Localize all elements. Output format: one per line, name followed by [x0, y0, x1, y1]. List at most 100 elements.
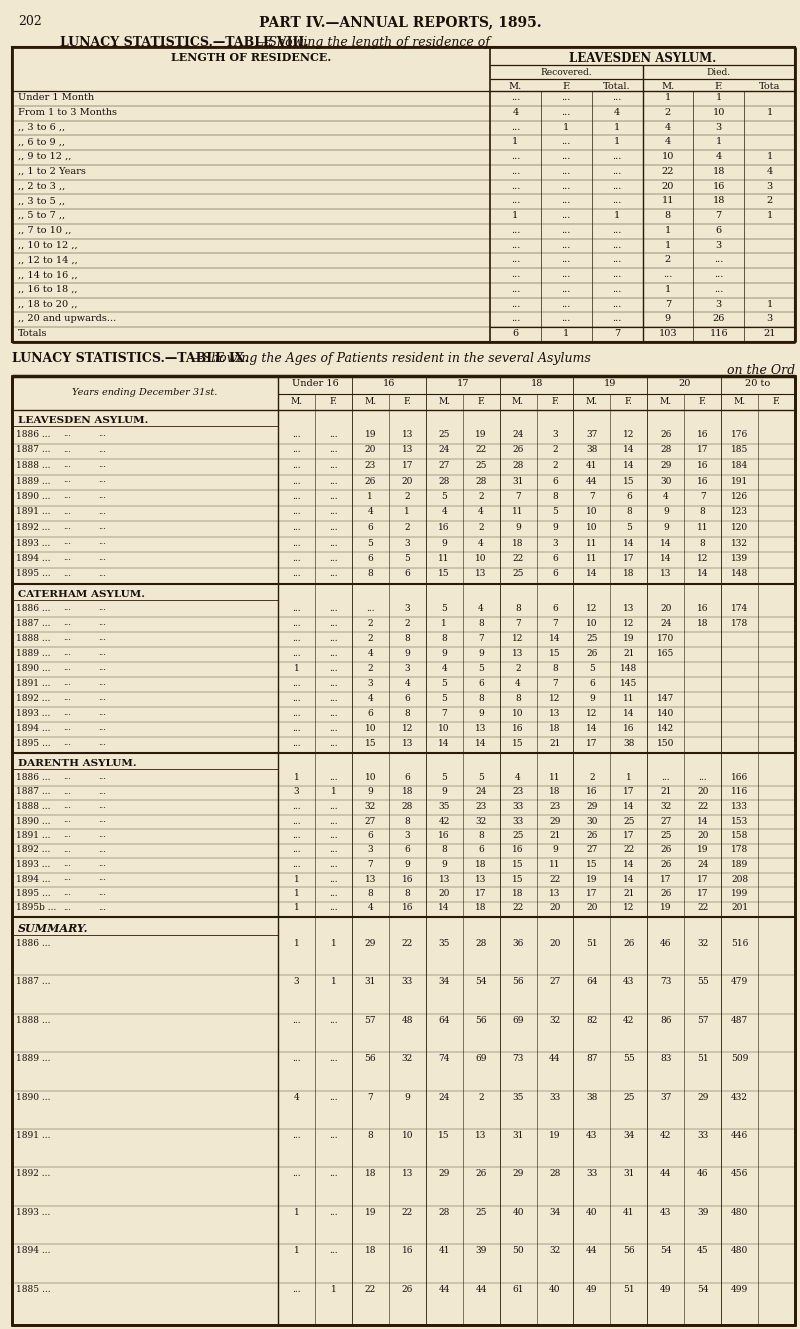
Text: 1: 1: [294, 664, 299, 672]
Text: 6: 6: [552, 570, 558, 578]
Text: ...: ...: [98, 739, 106, 747]
Text: ...: ...: [562, 108, 571, 117]
Text: 11: 11: [623, 694, 634, 703]
Text: 46: 46: [697, 1170, 709, 1179]
Text: ...: ...: [63, 860, 71, 868]
Text: 8: 8: [552, 664, 558, 672]
Text: M.: M.: [662, 82, 674, 90]
Text: ...: ...: [562, 211, 571, 221]
Text: 17: 17: [623, 788, 634, 796]
Text: 4: 4: [614, 108, 620, 117]
Text: 40: 40: [586, 1208, 598, 1217]
Text: ...: ...: [98, 554, 106, 562]
Text: 1886 ...: 1886 ...: [16, 603, 50, 613]
Text: 13: 13: [402, 1170, 413, 1179]
Text: ...: ...: [63, 739, 71, 747]
Text: 13: 13: [402, 431, 413, 439]
Text: 1: 1: [766, 108, 773, 117]
Text: ...: ...: [292, 694, 301, 703]
Text: ...: ...: [562, 255, 571, 264]
Text: 1: 1: [294, 1247, 299, 1255]
Text: Under 16: Under 16: [291, 379, 338, 388]
Text: 8: 8: [404, 816, 410, 825]
Text: 17: 17: [586, 889, 598, 898]
Text: 22: 22: [402, 1208, 413, 1217]
Text: 1887 ...: 1887 ...: [16, 788, 50, 796]
Bar: [12, 47, 795, 342]
Text: 35: 35: [438, 940, 450, 948]
Text: ...: ...: [98, 860, 106, 868]
Text: 57: 57: [365, 1015, 376, 1025]
Text: 103: 103: [658, 330, 678, 339]
Text: ...: ...: [329, 724, 338, 734]
Text: 1887 ...: 1887 ...: [16, 619, 50, 629]
Text: 8: 8: [515, 603, 521, 613]
Text: 15: 15: [512, 739, 524, 748]
Text: 40: 40: [512, 1208, 524, 1217]
Text: 1890 ...: 1890 ...: [16, 1092, 50, 1102]
Text: 21: 21: [660, 788, 671, 796]
Text: 7: 7: [700, 492, 706, 501]
Text: ...: ...: [329, 874, 338, 884]
Text: 55: 55: [697, 977, 709, 986]
Text: 4: 4: [515, 679, 521, 688]
Text: ...: ...: [63, 524, 71, 532]
Text: ...: ...: [98, 831, 106, 839]
Text: ...: ...: [612, 226, 622, 235]
Text: M.: M.: [364, 397, 376, 405]
Text: 2: 2: [515, 664, 521, 672]
Text: ...: ...: [98, 773, 106, 781]
Text: 56: 56: [512, 977, 524, 986]
Text: 10: 10: [402, 1131, 413, 1140]
Text: 8: 8: [367, 570, 373, 578]
Text: F.: F.: [773, 397, 781, 405]
Text: 16: 16: [697, 603, 709, 613]
Text: ...: ...: [698, 773, 707, 781]
Text: 9: 9: [442, 788, 447, 796]
Text: 31: 31: [512, 477, 524, 485]
Text: 39: 39: [697, 1208, 708, 1217]
Text: 26: 26: [586, 831, 598, 840]
Text: 44: 44: [660, 1170, 671, 1179]
Text: 29: 29: [550, 816, 561, 825]
Text: 446: 446: [731, 1131, 748, 1140]
Text: 13: 13: [660, 570, 671, 578]
Text: 13: 13: [402, 739, 413, 748]
Text: 9: 9: [442, 538, 447, 548]
Text: 29: 29: [365, 940, 376, 948]
Text: on the Ord: on the Ord: [727, 364, 795, 377]
Text: 17: 17: [660, 874, 671, 884]
Text: 14: 14: [660, 554, 671, 563]
Text: ...: ...: [329, 603, 338, 613]
Text: 178: 178: [731, 845, 748, 855]
Text: 1: 1: [626, 773, 632, 781]
Text: ...: ...: [329, 664, 338, 672]
Text: ,, 5 to 7 ,,: ,, 5 to 7 ,,: [18, 211, 65, 221]
Text: ...: ...: [98, 788, 106, 796]
Text: 184: 184: [731, 461, 748, 470]
Text: 20: 20: [678, 379, 690, 388]
Text: 4: 4: [512, 108, 518, 117]
Text: 29: 29: [660, 461, 671, 470]
Text: 27: 27: [365, 816, 376, 825]
Text: 178: 178: [731, 619, 748, 629]
Text: 12: 12: [586, 708, 598, 718]
Text: 1: 1: [766, 300, 773, 308]
Text: 41: 41: [438, 1247, 450, 1255]
Text: 28: 28: [512, 461, 524, 470]
Text: 120: 120: [731, 524, 748, 532]
Text: 17: 17: [586, 739, 598, 748]
Text: ...: ...: [98, 570, 106, 578]
Text: ...: ...: [562, 93, 571, 102]
Text: 26: 26: [623, 940, 634, 948]
Text: 51: 51: [586, 940, 598, 948]
Text: 8: 8: [404, 889, 410, 898]
Text: ...: ...: [98, 538, 106, 546]
Text: 9: 9: [515, 524, 521, 532]
Text: 13: 13: [623, 603, 634, 613]
Text: 22: 22: [402, 940, 413, 948]
Text: 14: 14: [623, 538, 634, 548]
Text: 2: 2: [478, 524, 484, 532]
Text: 11: 11: [550, 773, 561, 781]
Text: ...: ...: [510, 152, 520, 161]
